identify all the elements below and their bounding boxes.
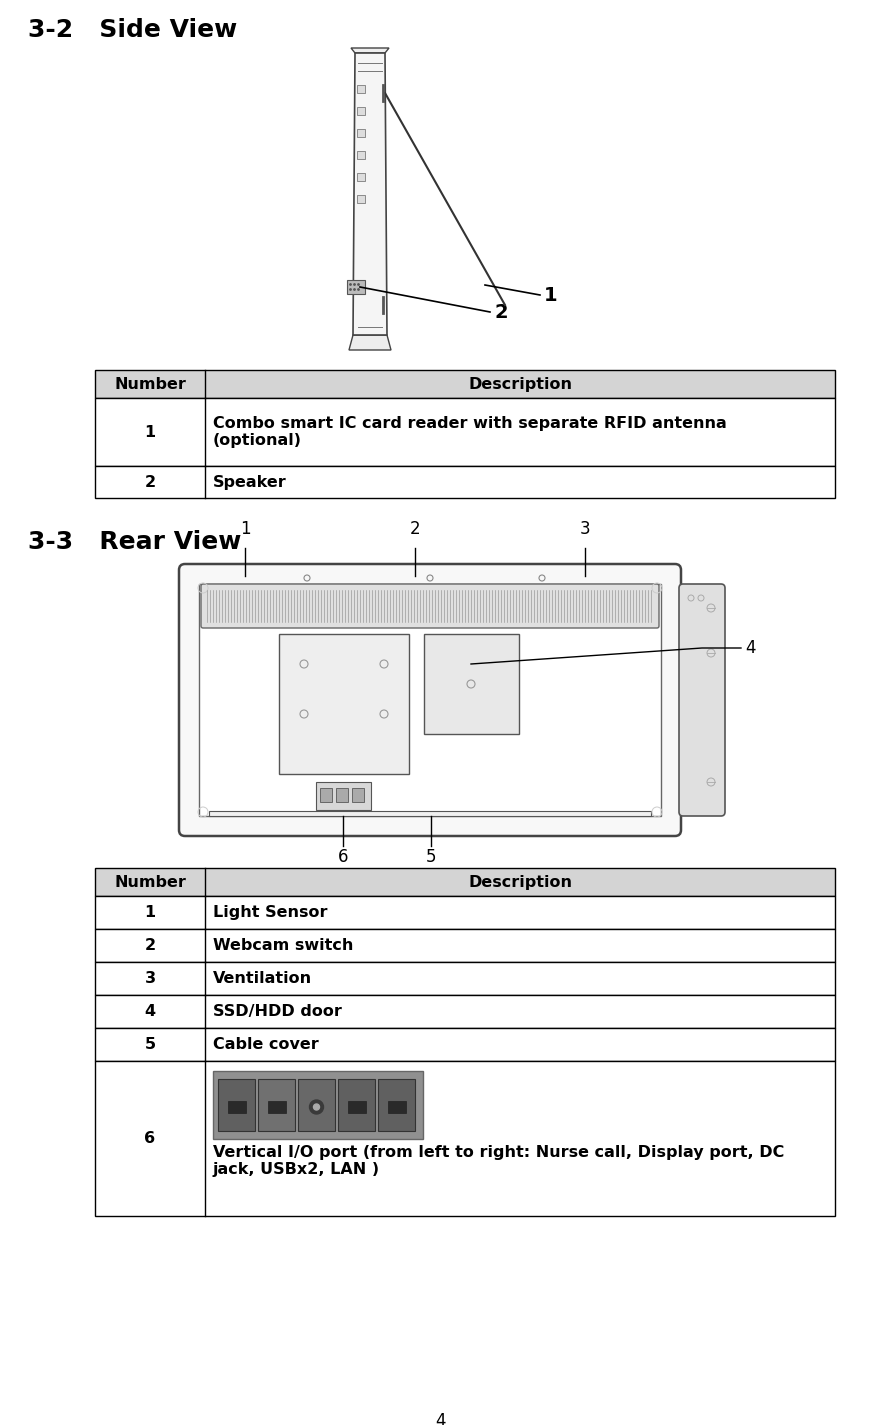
Bar <box>95 962 835 995</box>
Bar <box>95 868 835 896</box>
Text: Combo smart IC card reader with separate RFID antenna
(optional): Combo smart IC card reader with separate… <box>213 416 727 449</box>
Text: Vertical I/O port (from left to right: Nurse call, Display port, DC
jack, USBx2,: Vertical I/O port (from left to right: N… <box>213 1146 784 1177</box>
Bar <box>357 86 365 93</box>
Bar <box>424 634 519 734</box>
Circle shape <box>314 1104 320 1110</box>
Text: 4: 4 <box>144 1005 156 1019</box>
Text: 5: 5 <box>426 848 436 866</box>
Bar <box>357 172 365 181</box>
Bar <box>388 1102 405 1113</box>
Bar <box>357 107 365 115</box>
Text: 6: 6 <box>144 1131 156 1146</box>
FancyBboxPatch shape <box>201 584 659 628</box>
Polygon shape <box>349 335 391 351</box>
FancyBboxPatch shape <box>179 564 681 836</box>
Bar <box>352 788 364 802</box>
Text: 2: 2 <box>144 475 156 490</box>
Text: Description: Description <box>468 875 572 889</box>
Text: 2: 2 <box>144 938 156 953</box>
Bar <box>347 1102 366 1113</box>
Polygon shape <box>353 53 387 335</box>
Bar <box>320 788 332 802</box>
Text: Speaker: Speaker <box>213 475 286 490</box>
Text: Number: Number <box>114 376 186 392</box>
FancyBboxPatch shape <box>679 584 725 817</box>
Text: 1: 1 <box>240 520 250 539</box>
Bar <box>95 929 835 962</box>
Bar <box>338 1079 375 1131</box>
Text: 5: 5 <box>144 1037 156 1052</box>
Text: 3-2   Side View: 3-2 Side View <box>28 19 237 41</box>
Bar <box>347 279 365 294</box>
Bar <box>227 1102 246 1113</box>
Bar <box>199 584 661 817</box>
Polygon shape <box>351 48 389 53</box>
Text: 1: 1 <box>144 425 156 439</box>
Text: 3: 3 <box>580 520 590 539</box>
Text: 1: 1 <box>144 905 156 921</box>
Text: 3: 3 <box>144 970 156 986</box>
Text: 2: 2 <box>410 520 420 539</box>
Text: Number: Number <box>114 875 186 889</box>
Text: 4: 4 <box>745 638 756 657</box>
Bar <box>279 634 409 774</box>
Bar <box>95 1062 835 1216</box>
Bar <box>357 151 365 160</box>
Text: 6: 6 <box>337 848 348 866</box>
Text: 4: 4 <box>435 1412 446 1425</box>
Text: Description: Description <box>468 376 572 392</box>
Bar <box>95 398 835 466</box>
Text: Webcam switch: Webcam switch <box>213 938 353 953</box>
Bar <box>357 195 365 202</box>
Circle shape <box>309 1100 323 1114</box>
Bar <box>95 1027 835 1062</box>
Text: 3-3   Rear View: 3-3 Rear View <box>28 530 241 554</box>
Bar <box>336 788 348 802</box>
Bar <box>95 995 835 1027</box>
Text: SSD/HDD door: SSD/HDD door <box>213 1005 342 1019</box>
Bar <box>213 1072 423 1139</box>
Text: 2: 2 <box>494 302 507 322</box>
Bar <box>268 1102 285 1113</box>
Text: Ventilation: Ventilation <box>213 970 312 986</box>
Bar <box>258 1079 295 1131</box>
Bar <box>378 1079 415 1131</box>
Bar <box>218 1079 255 1131</box>
Text: Cable cover: Cable cover <box>213 1037 319 1052</box>
Text: 1: 1 <box>544 285 558 305</box>
Bar <box>357 130 365 137</box>
Text: Light Sensor: Light Sensor <box>213 905 328 921</box>
Bar <box>298 1079 335 1131</box>
Bar <box>95 466 835 497</box>
Bar <box>95 370 835 398</box>
Bar <box>95 896 835 929</box>
Bar <box>209 811 651 817</box>
Bar <box>316 782 371 809</box>
